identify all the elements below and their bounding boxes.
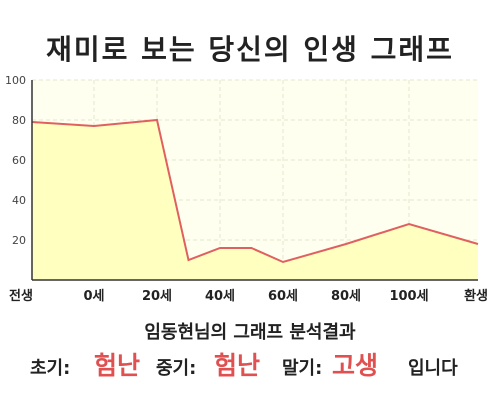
mid-value: 험난 bbox=[214, 351, 261, 380]
result-subtitle: 임동현님의 그래프 분석결과 bbox=[144, 322, 356, 343]
x-tick-labels: 전생 0세 20세 40세 60세 80세 100세 환생 bbox=[9, 288, 488, 304]
result-summary: 초기: 험난 중기: 험난 말기: 고생 입니다 bbox=[0, 346, 500, 380]
y-tick-label: 20 bbox=[12, 234, 26, 247]
x-tick-label: 환생 bbox=[464, 288, 488, 304]
x-tick-label: 20세 bbox=[142, 289, 172, 304]
series-area bbox=[32, 120, 478, 280]
ending-text: 입니다 bbox=[408, 358, 458, 379]
early-value: 험난 bbox=[94, 351, 141, 380]
y-tick-label: 80 bbox=[12, 114, 26, 127]
x-tick-label: 60세 bbox=[268, 289, 298, 304]
x-tick-label: 40세 bbox=[205, 289, 235, 304]
life-graph-chart: 20 40 60 80 100 전생 0세 20세 40세 60세 80세 100세 환생 bbox=[5, 74, 488, 304]
chart-title: 재미로 보는 당신의 인생 그래프 bbox=[46, 33, 454, 66]
x-tick-label: 80세 bbox=[331, 289, 361, 304]
x-tick-label: 전생 bbox=[9, 288, 33, 304]
late-value: 고생 bbox=[332, 351, 379, 380]
late-label: 말기: bbox=[282, 358, 323, 379]
y-tick-labels: 20 40 60 80 100 bbox=[5, 74, 26, 247]
mid-label: 중기: bbox=[156, 358, 197, 379]
y-tick-label: 60 bbox=[12, 154, 26, 167]
x-tick-label: 100세 bbox=[389, 289, 428, 304]
early-label: 초기: bbox=[30, 358, 71, 379]
series-line bbox=[31, 118, 479, 264]
y-tick-label: 40 bbox=[12, 194, 26, 207]
x-tick-label: 0세 bbox=[83, 289, 104, 304]
y-tick-label: 100 bbox=[5, 74, 26, 87]
